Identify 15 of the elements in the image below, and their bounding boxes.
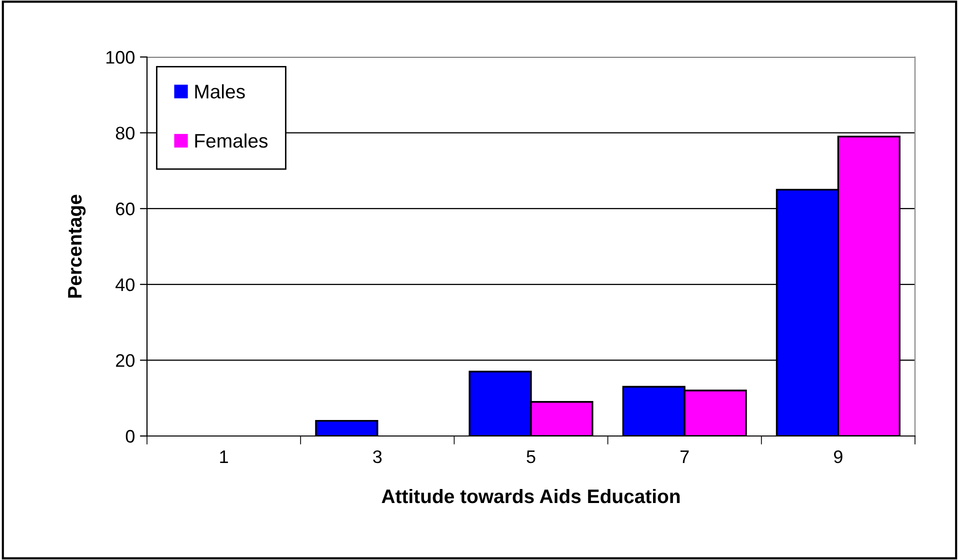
x-tick-label: 1 xyxy=(220,450,228,463)
y-tick-label: 60 xyxy=(116,202,134,216)
x-tick-label: 5 xyxy=(526,450,536,464)
y-tick-label: 80 xyxy=(116,126,134,140)
y-tick-label: 100 xyxy=(106,50,134,64)
y-axis-title: Percentage xyxy=(68,194,86,298)
x-tick-label: 9 xyxy=(834,450,842,464)
x-tick-label: 3 xyxy=(373,450,382,464)
y-tick-label: 20 xyxy=(116,354,134,367)
x-tick-label: 7 xyxy=(680,450,689,463)
legend-label: Females xyxy=(195,133,268,148)
legend-label: Males xyxy=(195,84,245,99)
y-tick-label: 0 xyxy=(126,430,134,443)
x-axis-title: Attitude towards Aids Education xyxy=(382,488,680,504)
y-tick-label: 40 xyxy=(116,278,134,292)
